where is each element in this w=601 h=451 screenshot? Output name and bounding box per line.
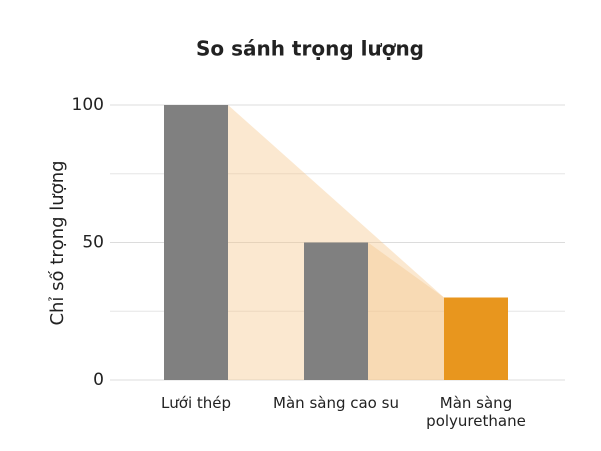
- bar: [304, 242, 368, 380]
- trend-connector: [368, 242, 444, 380]
- x-tick-label: Màn sàng polyurethane: [426, 394, 526, 430]
- y-tick-label: 100: [72, 95, 104, 115]
- x-tick-label: Lưới thép: [160, 394, 232, 412]
- x-tick-label: Màn sàng cao su: [273, 394, 399, 412]
- bar: [164, 105, 228, 380]
- bar: [444, 297, 508, 380]
- y-tick-label: 50: [82, 233, 104, 253]
- y-tick-label: 0: [93, 370, 104, 390]
- chart-title: So sánh trọng lượng: [196, 37, 424, 61]
- y-axis-label: Chỉ số trọng lượng: [47, 160, 68, 325]
